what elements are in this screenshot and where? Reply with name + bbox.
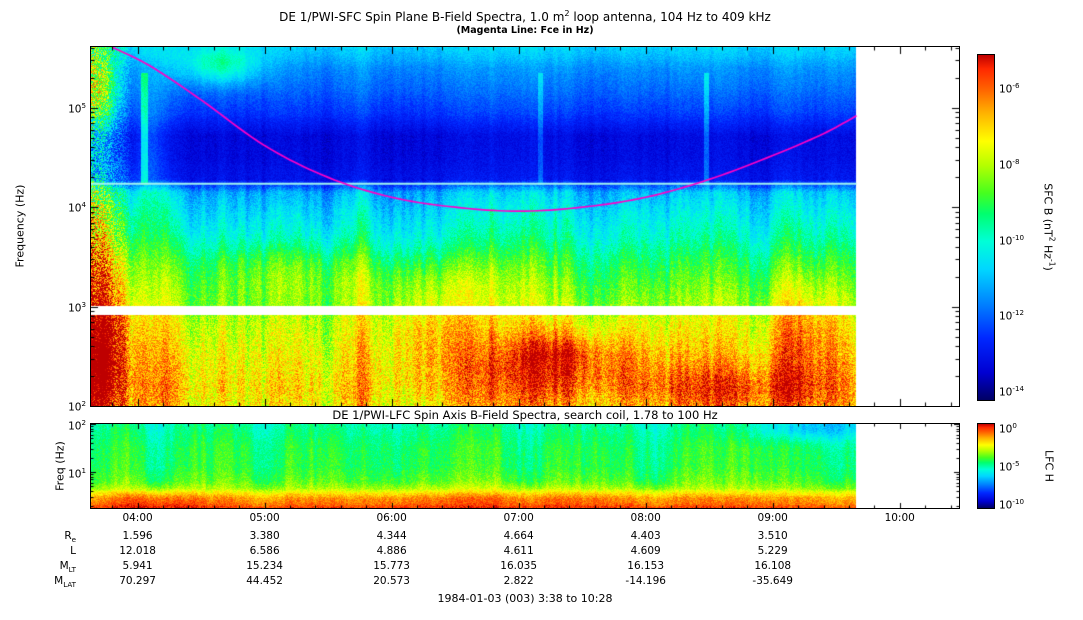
ephemeris-value: 1.596 <box>122 530 153 542</box>
sfc-colorbar-tick-label: 10-6 <box>999 80 1020 96</box>
sfc-colorbar-tick-label: 10-10 <box>999 232 1025 248</box>
ephemeris-value: -35.649 <box>752 575 793 587</box>
sfc-y-tick-label: 105 <box>68 100 86 116</box>
time-tick-label: 04:00 <box>122 512 153 524</box>
figure-subtitle: (Magenta Line: Fce in Hz) <box>456 25 594 36</box>
ephemeris-row-label: L <box>70 545 76 557</box>
sfc-colorbar-tick-label: 10-12 <box>999 308 1025 323</box>
time-tick-label: 06:00 <box>376 512 407 524</box>
ephemeris-value: 4.403 <box>630 530 661 542</box>
ephemeris-value: 3.510 <box>757 530 788 542</box>
lfc-colorbar-tick-label: 10-10 <box>999 496 1025 512</box>
sfc-spectrogram-panel <box>90 46 960 407</box>
ephemeris-value: 5.229 <box>757 545 788 557</box>
ephemeris-value: 12.018 <box>119 545 156 557</box>
lfc-title: DE 1/PWI-LFC Spin Axis B-Field Spectra, … <box>332 408 718 422</box>
sfc-y-axis-label: Frequency (Hz) <box>13 184 27 268</box>
ephemeris-value: 44.452 <box>246 575 283 587</box>
ephemeris-value: 3.380 <box>249 530 280 542</box>
sfc-colorbar-tick-label: 10-8 <box>999 156 1020 172</box>
lfc-colorbar-gradient <box>977 423 995 509</box>
ephemeris-value: 6.586 <box>249 545 280 557</box>
ephemeris-value: 15.773 <box>373 560 410 572</box>
time-tick-label: 08:00 <box>630 512 661 524</box>
ephemeris-value: 16.153 <box>627 560 665 572</box>
lfc-colorbar-tick-label: 10-5 <box>999 459 1020 474</box>
ephemeris-value: 4.611 <box>503 545 534 557</box>
lfc-y-tick-label: 101 <box>68 466 86 481</box>
sfc-colorbar-tick-label: 10-14 <box>999 384 1025 399</box>
figure-title: DE 1/PWI-SFC Spin Plane B-Field Spectra,… <box>279 8 771 24</box>
sfc-colorbar-gradient <box>977 54 995 401</box>
ephemeris-value: 5.941 <box>122 560 153 572</box>
ephemeris-row-label: MLAT <box>54 575 76 590</box>
time-tick-label: 09:00 <box>757 512 788 524</box>
ephemeris-value: 4.344 <box>376 530 407 542</box>
sfc-heatmap-canvas <box>91 47 959 406</box>
footer-caption: 1984-01-03 (003) 3:38 to 10:28 <box>437 592 613 605</box>
lfc-spectrogram-panel <box>90 423 960 509</box>
ephemeris-value: 16.108 <box>754 560 792 572</box>
ephemeris-value: 4.609 <box>630 545 661 557</box>
ephemeris-value: 20.573 <box>373 575 410 587</box>
ephemeris-value: 70.297 <box>119 575 156 587</box>
ephemeris-row-label: MLT <box>59 560 76 575</box>
ephemeris-value: -14.196 <box>625 575 666 587</box>
ephemeris-value: 15.234 <box>246 560 283 572</box>
lfc-heatmap-canvas <box>91 424 959 508</box>
lfc-colorbar-tick-label: 100 <box>999 421 1017 436</box>
sfc-y-tick-label: 103 <box>68 299 86 315</box>
sfc-y-tick-label: 102 <box>68 399 86 414</box>
ephemeris-value: 2.822 <box>503 575 534 587</box>
sfc-y-tick-label: 104 <box>68 200 86 215</box>
ephemeris-value: 16.035 <box>500 560 538 572</box>
ephemeris-value: 4.886 <box>376 545 407 557</box>
ephemeris-value: 4.664 <box>503 530 534 542</box>
sfc-colorbar-label: SFC B (nT2 Hz-1) <box>1041 183 1057 271</box>
lfc-y-tick-label: 102 <box>68 418 86 433</box>
time-tick-label: 10:00 <box>884 512 915 524</box>
time-tick-label: 07:00 <box>503 512 534 524</box>
time-tick-label: 05:00 <box>249 512 280 524</box>
ephemeris-row-label: Re <box>64 530 76 545</box>
